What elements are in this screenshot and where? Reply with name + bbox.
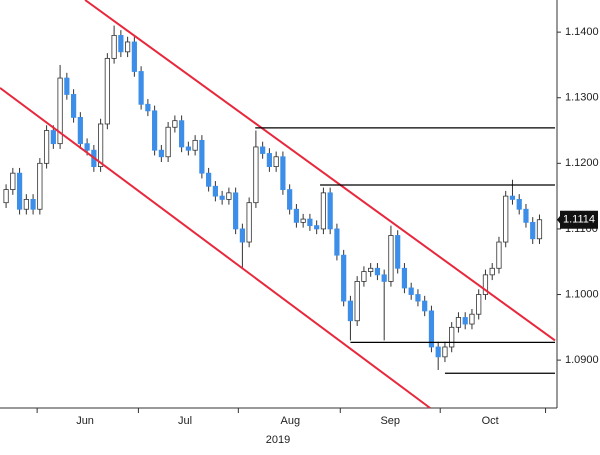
candle-body — [77, 117, 83, 145]
candle-body — [3, 189, 9, 204]
candle-body — [212, 185, 218, 197]
candle-body — [314, 225, 320, 230]
y-tick-label: 1.1000 — [565, 288, 599, 300]
candle-body — [37, 162, 43, 210]
year-label: 2019 — [266, 434, 290, 446]
candle-body — [98, 123, 104, 168]
y-tick-label: 1.1200 — [565, 157, 599, 169]
candle-body — [435, 346, 441, 358]
candle-body — [341, 254, 347, 302]
candle-body — [368, 267, 374, 272]
y-tick-label: 1.1400 — [565, 26, 599, 38]
x-tick-label: Oct — [482, 415, 499, 427]
candle-body — [266, 153, 272, 168]
candle-body — [489, 267, 495, 276]
candle-body — [442, 346, 448, 358]
candle-body — [496, 241, 502, 269]
candle-body — [320, 192, 327, 230]
candle-body — [455, 317, 462, 328]
candle-body — [179, 120, 185, 148]
candle-body — [273, 156, 279, 168]
candle-body — [293, 208, 300, 223]
y-tick-label: 1.0900 — [565, 354, 599, 366]
candle-body — [185, 146, 191, 151]
last-price-label: 1.1114 — [563, 214, 595, 226]
candle-body — [334, 228, 340, 256]
candle-body — [118, 35, 124, 53]
candle-body — [43, 130, 50, 164]
candle-body — [23, 199, 29, 210]
x-tick-label: Jun — [76, 415, 94, 427]
candle-body — [239, 228, 245, 243]
candle-body — [388, 235, 394, 282]
candle-body — [401, 267, 408, 289]
candle-body — [530, 221, 536, 240]
candle-body — [152, 110, 158, 151]
candle-body — [469, 313, 475, 325]
candle-body — [260, 146, 266, 154]
candle-body — [509, 195, 516, 200]
candle-body — [50, 130, 56, 145]
candle-body — [462, 317, 468, 325]
x-tick-label: Jul — [178, 415, 192, 427]
candle-body — [206, 172, 212, 187]
candle-body — [138, 71, 144, 105]
last-price-box — [560, 210, 598, 229]
candle-body — [300, 218, 306, 223]
candle-body — [192, 139, 198, 151]
candle-body — [415, 294, 421, 302]
candle-body — [84, 143, 90, 151]
x-tick-label: Aug — [281, 415, 301, 427]
candle-body — [10, 172, 16, 190]
candle-body — [253, 146, 259, 204]
candle-body — [172, 120, 178, 128]
candle-body — [226, 192, 232, 200]
x-tick-label: Sep — [380, 415, 400, 427]
last-price-pointer — [557, 214, 561, 225]
candle-body — [64, 77, 70, 95]
candle-body — [327, 192, 333, 230]
candle-body — [16, 172, 23, 210]
candle-body — [408, 287, 414, 295]
trend-line — [0, 87, 431, 409]
y-tick-label: 1.1300 — [565, 92, 599, 104]
candle-body — [449, 326, 455, 348]
candle-body — [428, 310, 435, 348]
candle-body — [125, 41, 131, 53]
trend-line — [84, 0, 556, 342]
candle-body — [347, 300, 354, 322]
candle-body — [381, 274, 387, 282]
candle-body — [30, 199, 36, 210]
candle-body — [131, 41, 137, 72]
candle-body — [482, 274, 489, 295]
candle-body — [280, 156, 286, 190]
candle-body — [111, 35, 117, 59]
candle-body — [523, 208, 529, 223]
candle-body — [246, 202, 252, 243]
candle-body — [354, 281, 360, 322]
candle-body — [395, 235, 401, 269]
candle-body — [219, 195, 225, 200]
candle-body — [158, 149, 164, 158]
candle-body — [233, 192, 239, 230]
candle-body — [422, 300, 428, 312]
candle-body — [516, 199, 522, 210]
candle-body — [374, 267, 381, 276]
candle-body — [361, 271, 367, 282]
candle-body — [57, 77, 63, 145]
candle-body — [145, 103, 151, 112]
candle-body — [165, 126, 171, 158]
candle-body — [476, 294, 482, 315]
candle-body — [536, 219, 543, 240]
candle-body — [307, 218, 313, 227]
candle-body — [287, 189, 293, 210]
candle-body — [503, 195, 509, 243]
candle-body — [199, 139, 205, 174]
candle-body — [70, 94, 77, 118]
candle-body — [104, 57, 110, 125]
